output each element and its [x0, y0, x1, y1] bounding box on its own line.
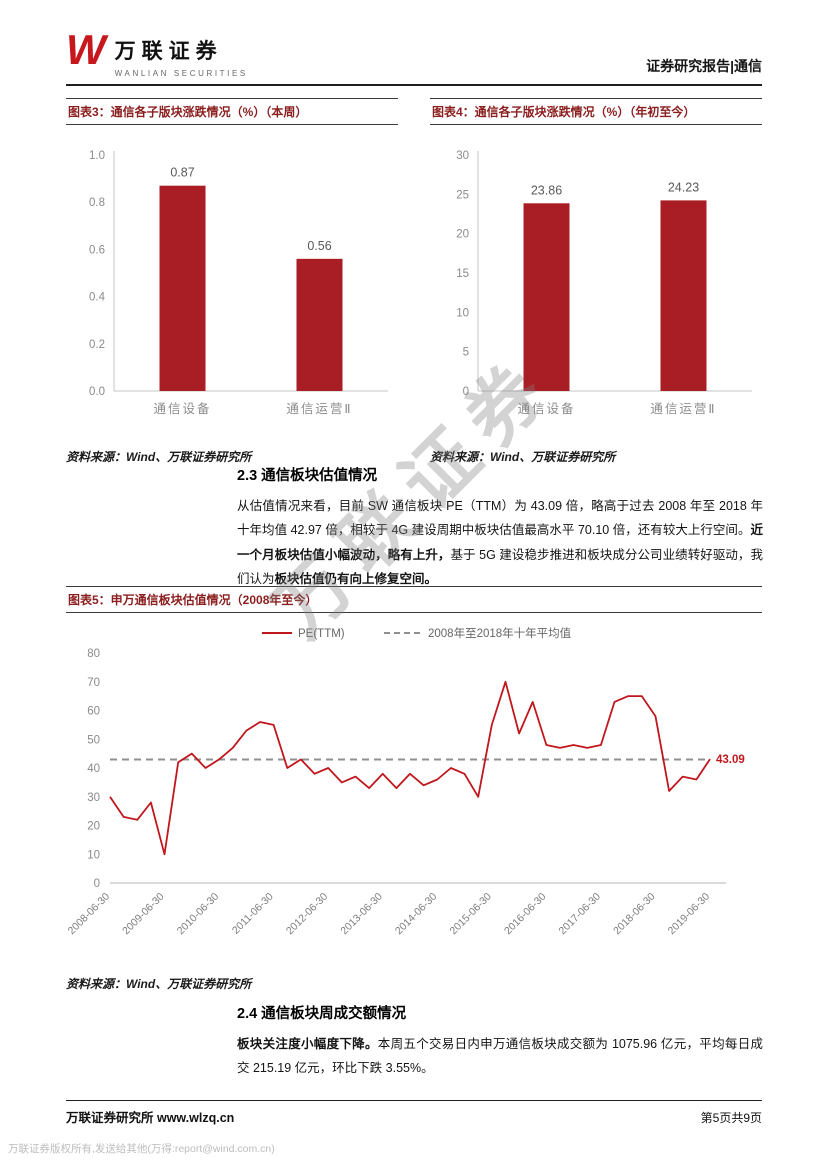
svg-text:23.86: 23.86: [531, 183, 562, 197]
paragraph-segment: 本周五个交易日内申万通信板块成交额为 1075.96 亿元，平均每日成交 215…: [237, 1037, 763, 1076]
figure-3-caption: 图表3：通信各子版块涨跌情况（%）（本周）: [66, 98, 398, 125]
svg-text:2013-06-30: 2013-06-30: [338, 891, 385, 938]
brand-name-en: WANLIAN SECURITIES: [114, 69, 248, 78]
section-2-3-body: 从估值情况来看，目前 SW 通信板块 PE（TTM）为 43.09 倍，略高于过…: [237, 494, 763, 592]
svg-text:0.4: 0.4: [89, 292, 106, 304]
svg-text:20: 20: [456, 229, 469, 241]
copyright-disclaimer: 万联证券版权所有,发送给其他(万得:report@wind.com.cn): [8, 1143, 275, 1155]
figure-3-source: 资料来源：Wind、万联证券研究所: [66, 450, 252, 464]
section-2-4: 2.4 通信板块周成交额情况 板块关注度小幅度下降。本周五个交易日内申万通信板块…: [237, 1002, 763, 1081]
svg-text:1.0: 1.0: [89, 150, 105, 162]
paragraph-segment: 从估值情况来看，目前 SW 通信板块 PE（TTM）为 43.09 倍，略高于过…: [237, 499, 763, 538]
svg-text:40: 40: [87, 763, 100, 775]
svg-text:2008-06-30: 2008-06-30: [66, 891, 112, 938]
figure-3-bar-chart: 0.0 0.2 0.4 0.6 0.8 1.0 0.87 通信设备 0.56 通信运营Ⅱ: [89, 150, 388, 416]
svg-text:2018-06-30: 2018-06-30: [611, 891, 658, 938]
svg-text:2019-06-30: 2019-06-30: [666, 891, 713, 938]
svg-text:30: 30: [456, 150, 469, 162]
svg-text:10: 10: [456, 307, 469, 319]
svg-text:0.56: 0.56: [307, 239, 331, 253]
svg-text:70: 70: [87, 677, 100, 689]
svg-text:PE(TTM): PE(TTM): [298, 628, 345, 640]
svg-text:2012-06-30: 2012-06-30: [284, 891, 331, 938]
svg-text:2016-06-30: 2016-06-30: [502, 891, 549, 938]
svg-text:10: 10: [87, 849, 100, 861]
svg-text:24.23: 24.23: [668, 180, 699, 194]
figure-4-source: 资料来源：Wind、万联证券研究所: [430, 450, 616, 464]
paragraph-segment-bold: 近一个月板块估值小幅波动，略有上升，: [237, 523, 763, 562]
svg-text:25: 25: [456, 189, 469, 201]
section-2-3: 2.3 通信板块估值情况 从估值情况来看，目前 SW 通信板块 PE（TTM）为…: [237, 464, 763, 592]
svg-text:43.09: 43.09: [716, 754, 745, 766]
page-number: 第5页共9页: [700, 1111, 762, 1125]
brand-name: 万联证券: [114, 40, 223, 63]
svg-text:20: 20: [87, 821, 100, 833]
svg-text:2008年至2018年十年平均值: 2008年至2018年十年平均值: [428, 626, 572, 640]
brand-logo-mark: W: [66, 26, 106, 73]
svg-text:2014-06-30: 2014-06-30: [393, 891, 440, 938]
svg-text:0: 0: [463, 386, 469, 398]
figure-4-caption: 图表4：通信各子版块涨跌情况（%）（年初至今）: [430, 98, 762, 125]
svg-text:通信运营Ⅱ: 通信运营Ⅱ: [650, 402, 716, 416]
svg-text:2010-06-30: 2010-06-30: [175, 891, 222, 938]
svg-text:30: 30: [87, 792, 100, 804]
svg-text:0.2: 0.2: [89, 339, 105, 351]
svg-text:0: 0: [94, 878, 100, 890]
svg-text:0.6: 0.6: [89, 244, 105, 256]
svg-text:2011-06-30: 2011-06-30: [230, 891, 276, 937]
page-header: W 万联证券 WANLIAN SECURITIES 证券研究报告|通信: [66, 24, 762, 78]
svg-text:0.0: 0.0: [89, 386, 105, 398]
svg-text:80: 80: [87, 648, 100, 660]
svg-text:50: 50: [87, 734, 100, 746]
svg-text:60: 60: [87, 706, 100, 718]
footer-org-url: 万联证券研究所 www.wlzq.cn: [66, 1111, 235, 1125]
svg-text:5: 5: [463, 347, 469, 359]
figure-3: 图表3：通信各子版块涨跌情况（%）（本周） 0.0 0.2 0.4 0.6 0.8 1.0…: [66, 98, 398, 465]
figure-4: 图表4：通信各子版块涨跌情况（%）（年初至今） 0 5 10 15 20 25 30 23.8…: [430, 98, 762, 465]
svg-text:15: 15: [456, 268, 469, 280]
svg-text:2017-06-30: 2017-06-30: [557, 891, 604, 938]
svg-text:0.87: 0.87: [170, 166, 194, 180]
svg-text:2009-06-30: 2009-06-30: [120, 891, 167, 938]
footer-divider: [66, 1100, 762, 1101]
svg-text:2015-06-30: 2015-06-30: [447, 891, 494, 938]
section-2-3-title: 2.3 通信板块估值情况: [237, 468, 378, 484]
paragraph-segment: 基于 5G 建设稳步推进和板块成分公司业绩转好驱动，我们认为: [237, 547, 763, 587]
brand-logo-text: 万联证券 WANLIAN SECURITIES: [115, 35, 248, 78]
figure-5-source: 资料来源：Wind、万联证券研究所: [66, 977, 252, 991]
figure-5: 图表5：申万通信板块估值情况（2008年至今） 0 10 20 30 40 50 60 70 8…: [66, 586, 762, 992]
figure-5-caption: 图表5：申万通信板块估值情况（2008年至今）: [66, 586, 762, 613]
figure-4-bar-chart: 0 5 10 15 20 25 30 23.86 通信设备 24.23 通信运营Ⅱ: [456, 150, 752, 416]
page-footer: 万联证券研究所 www.wlzq.cn 第5页共9页: [66, 1107, 762, 1126]
brand-logo: W 万联证券 WANLIAN SECURITIES: [66, 26, 248, 78]
section-2-4-title: 2.4 通信板块周成交额情况: [237, 1006, 407, 1022]
report-type-label: 证券研究报告|通信: [646, 58, 762, 74]
svg-text:0.8: 0.8: [89, 197, 105, 209]
weekly-ytd-charts-row: 图表3：通信各子版块涨跌情况（%）（本周） 0.0 0.2 0.4 0.6 0.8 1.0…: [66, 98, 762, 465]
svg-text:通信设备: 通信设备: [517, 401, 575, 416]
svg-text:通信设备: 通信设备: [153, 401, 211, 416]
svg-text:通信运营Ⅱ: 通信运营Ⅱ: [286, 402, 352, 416]
section-2-4-body: 板块关注度小幅度下降。本周五个交易日内申万通信板块成交额为 1075.96 亿元…: [237, 1032, 763, 1081]
header-divider: [66, 84, 762, 86]
paragraph-segment-bold: 板块关注度小幅度下降。: [237, 1037, 378, 1051]
paragraph-segment-bold: 板块估值仍有向上修复空间。: [274, 572, 438, 587]
